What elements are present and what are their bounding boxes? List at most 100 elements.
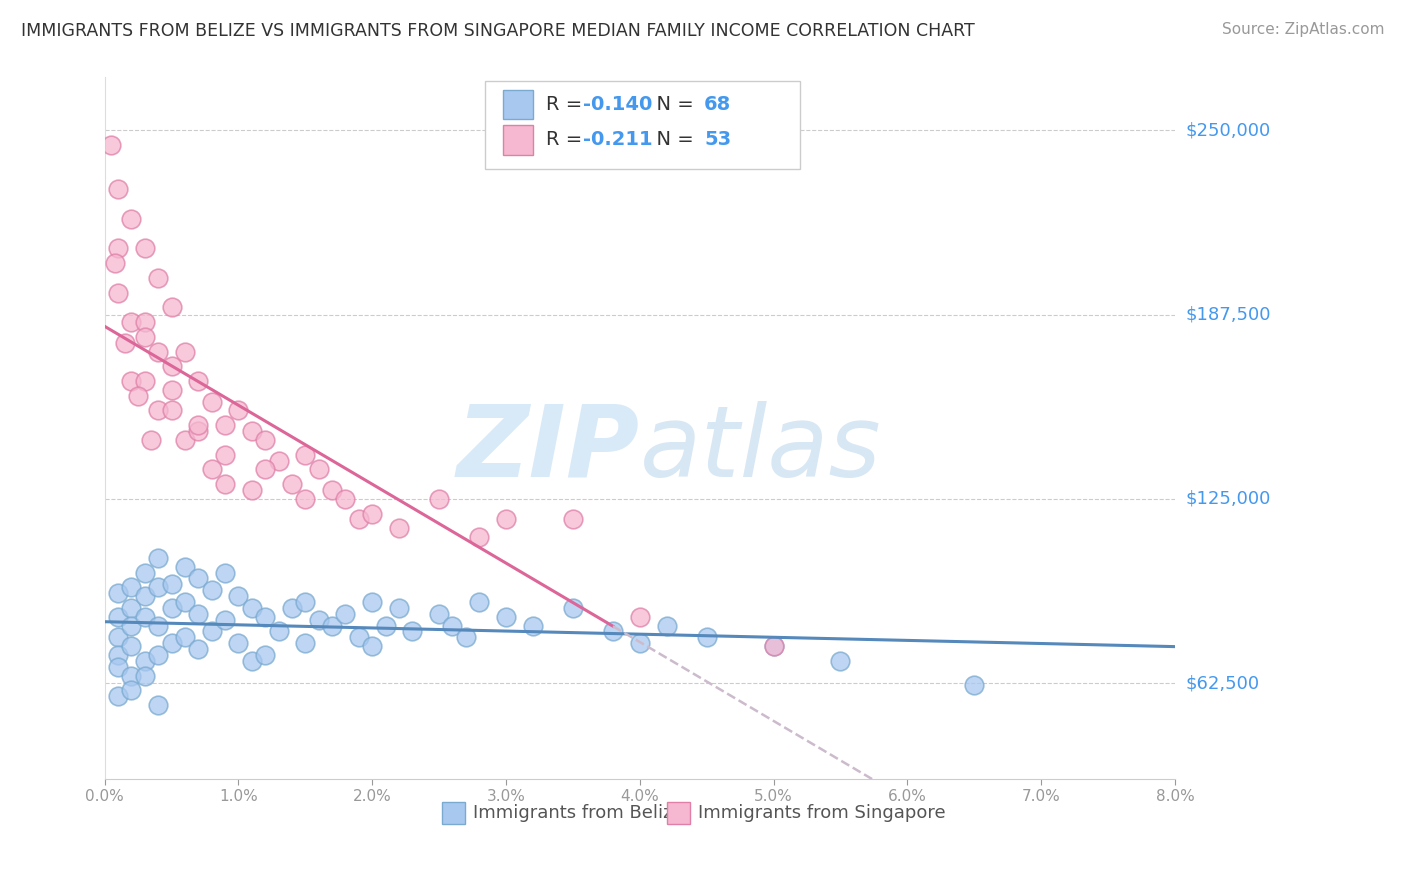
Point (201, 462, 224, 476)
Text: Immigrants from Singapore: Immigrants from Singapore (697, 805, 945, 822)
Point (134, 374, 156, 388)
Point (762, 639, 785, 653)
Point (347, 631, 370, 645)
Point (294, 595, 316, 609)
Point (114, 335, 136, 350)
Point (107, 660, 129, 674)
Point (361, 595, 384, 609)
Point (361, 507, 384, 521)
Point (240, 654, 263, 668)
Point (134, 315, 156, 329)
Point (281, 477, 304, 491)
Point (454, 631, 477, 645)
Point (374, 618, 396, 632)
Point (148, 698, 170, 713)
Point (187, 571, 209, 585)
Point (308, 462, 330, 476)
Point (134, 609, 156, 624)
Point (267, 624, 290, 639)
Point (160, 636, 183, 650)
Point (495, 512, 517, 526)
Point (134, 566, 156, 580)
Point (228, 636, 250, 650)
Point (187, 424, 209, 438)
Point (427, 491, 450, 506)
Text: Immigrants from Belize: Immigrants from Belize (472, 805, 683, 822)
Point (201, 394, 224, 409)
FancyBboxPatch shape (485, 81, 800, 169)
Point (187, 607, 209, 621)
Point (441, 618, 464, 632)
Point (174, 631, 197, 645)
Point (830, 654, 852, 668)
Point (254, 609, 277, 624)
Point (160, 601, 183, 615)
Point (240, 601, 263, 615)
Point (254, 462, 277, 476)
Point (120, 580, 142, 594)
Point (254, 648, 277, 662)
Text: 53: 53 (704, 130, 731, 149)
Point (100, 138, 122, 153)
Point (148, 550, 170, 565)
Point (107, 631, 129, 645)
Point (201, 624, 224, 639)
Point (495, 609, 517, 624)
Point (148, 618, 170, 632)
Point (294, 448, 316, 462)
Point (107, 285, 129, 300)
Point (308, 613, 330, 627)
Point (148, 270, 170, 285)
Point (134, 668, 156, 682)
Point (120, 374, 142, 388)
Point (134, 654, 156, 668)
Point (267, 453, 290, 467)
Point (120, 601, 142, 615)
Point (160, 403, 183, 417)
Text: atlas: atlas (640, 401, 882, 498)
Text: N =: N = (644, 95, 700, 114)
Point (174, 433, 197, 447)
Text: $62,500: $62,500 (1187, 674, 1260, 692)
Point (963, 677, 986, 691)
Point (361, 639, 384, 653)
Point (160, 577, 183, 591)
Point (174, 344, 197, 359)
Point (148, 580, 170, 594)
Text: ZIP: ZIP (457, 401, 640, 498)
Point (522, 618, 544, 632)
Point (214, 613, 236, 627)
Point (134, 589, 156, 603)
Point (294, 636, 316, 650)
Point (602, 624, 624, 639)
Point (335, 491, 357, 506)
Point (240, 424, 263, 438)
Point (201, 583, 224, 598)
Point (120, 211, 142, 226)
Point (254, 433, 277, 447)
Point (762, 639, 785, 653)
Point (134, 241, 156, 255)
Point (281, 601, 304, 615)
Point (655, 618, 678, 632)
FancyBboxPatch shape (503, 125, 533, 154)
Text: N =: N = (644, 130, 700, 149)
Text: $125,000: $125,000 (1187, 490, 1271, 508)
Text: Source: ZipAtlas.com: Source: ZipAtlas.com (1222, 22, 1385, 37)
Point (160, 383, 183, 397)
Point (214, 418, 236, 433)
Point (107, 586, 129, 600)
Point (388, 521, 411, 535)
Text: R =: R = (546, 130, 588, 149)
Point (160, 301, 183, 315)
Point (127, 389, 149, 403)
Text: $250,000: $250,000 (1187, 121, 1271, 139)
Point (214, 566, 236, 580)
Point (228, 589, 250, 603)
Point (388, 601, 411, 615)
Point (107, 609, 129, 624)
Point (120, 315, 142, 329)
Point (187, 642, 209, 657)
Point (120, 683, 142, 698)
Point (174, 559, 197, 574)
